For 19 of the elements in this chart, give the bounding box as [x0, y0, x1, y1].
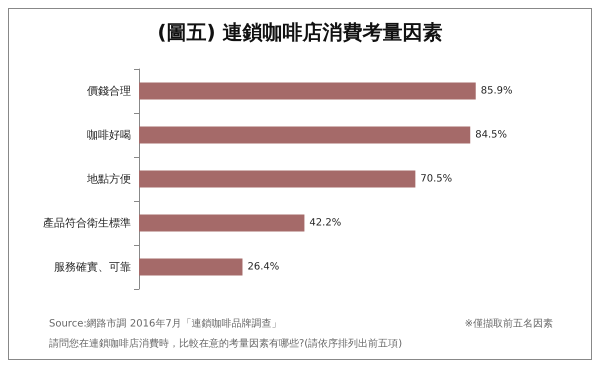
- y-tick-label: 產品符合衛生標準: [43, 216, 131, 230]
- data-label: 85.9%: [480, 86, 513, 96]
- y-tick-label: 價錢合理: [87, 84, 131, 98]
- source-note: Source:網路市調 2016年7月「連鎖咖啡品牌調查」: [49, 318, 282, 330]
- data-label: 42.2%: [309, 218, 342, 228]
- bar: [139, 82, 476, 100]
- data-label: 70.5%: [420, 174, 452, 184]
- bar: [139, 126, 470, 144]
- bar: [139, 258, 242, 276]
- chart-title: (圖五) 連鎖咖啡店消費考量因素: [157, 20, 443, 44]
- y-tick-label: 服務確實、可靠: [54, 260, 131, 274]
- text: ※僅擷取前五名因素: [464, 318, 554, 330]
- bar: [139, 214, 304, 232]
- y-tick-label: 咖啡好喝: [87, 128, 131, 142]
- data-label: 84.5%: [475, 130, 508, 140]
- text: 請問您在連鎖咖啡店消費時，比較在意的考量因素有哪些?(請依序排列出前五項): [49, 338, 402, 350]
- bar: [139, 170, 416, 188]
- data-label: 26.4%: [247, 262, 280, 272]
- y-tick-label: 地點方便: [86, 172, 131, 186]
